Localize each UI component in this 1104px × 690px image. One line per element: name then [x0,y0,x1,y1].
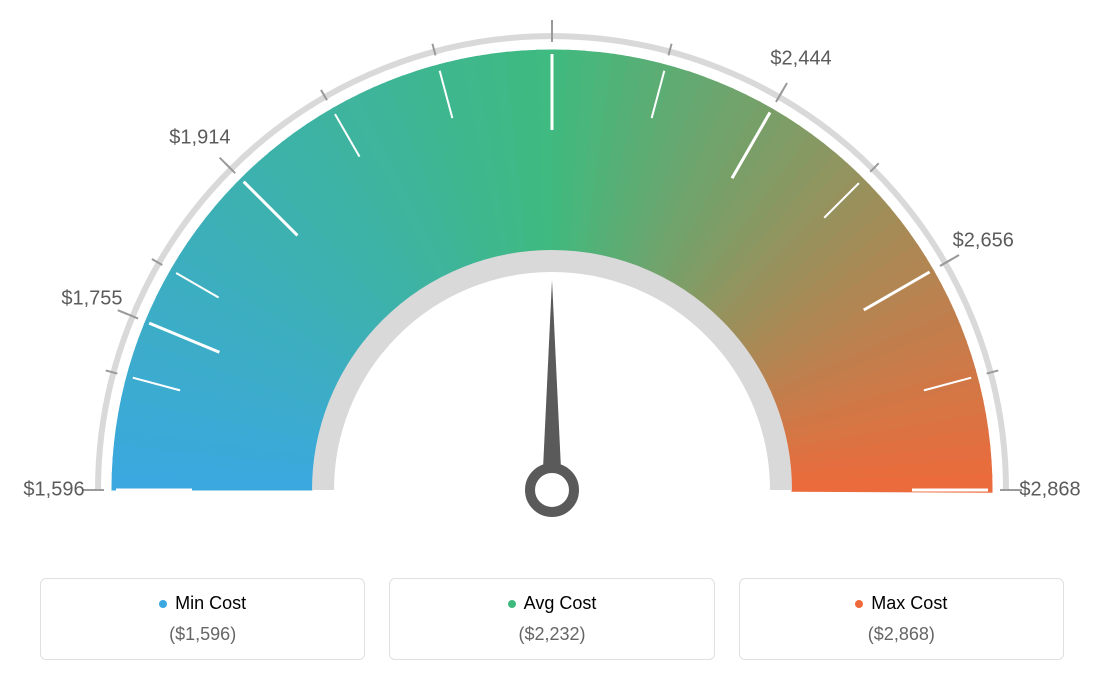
legend-dot-min [159,600,167,608]
gauge-svg [0,0,1104,560]
gauge-tick-label: $1,596 [23,479,84,502]
legend-dot-avg [508,600,516,608]
legend-label-max: Max Cost [871,593,947,614]
gauge-tick-label: $1,914 [169,126,230,149]
gauge-tick-label: $2,868 [1019,479,1080,502]
legend-box-avg: Avg Cost ($2,232) [389,578,714,660]
legend-value-avg: ($2,232) [400,624,703,645]
gauge-tick-label: $2,656 [953,230,1014,253]
legend-title-max: Max Cost [855,593,947,614]
cost-gauge-chart: $1,596 $1,755 $1,914 $2,232 $2,444 $2,656 $2,8… [0,0,1104,690]
legend-dot-max [855,600,863,608]
legend-box-min: Min Cost ($1,596) [40,578,365,660]
legend-label-avg: Avg Cost [524,593,597,614]
legend-value-max: ($2,868) [750,624,1053,645]
gauge-tick-label: $2,444 [770,47,831,70]
gauge-tick-label: $2,232 [521,0,582,4]
legend-value-min: ($1,596) [51,624,354,645]
legend-row: Min Cost ($1,596) Avg Cost ($2,232) Max … [40,578,1064,660]
legend-title-min: Min Cost [159,593,246,614]
legend-box-max: Max Cost ($2,868) [739,578,1064,660]
legend-title-avg: Avg Cost [508,593,597,614]
gauge-tick-label: $1,755 [61,288,122,311]
legend-label-min: Min Cost [175,593,246,614]
